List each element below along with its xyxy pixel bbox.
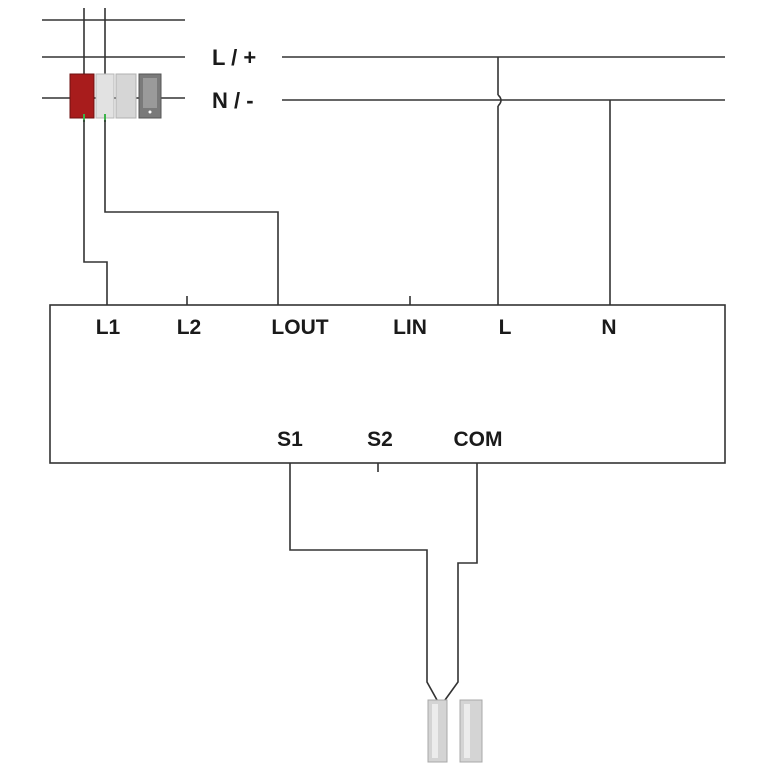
wire-breaker-to-lout [104,120,279,305]
breaker-pole-light-1 [95,73,115,119]
terminal-s2: S2 [367,428,393,451]
reed-sensor [427,699,483,763]
top-terminal-labels: L1 L2 LOUT LIN L N [96,316,617,339]
reed-sensor-right-highlight [464,704,470,758]
sensor-wires [289,463,478,701]
breaker-pole-red [69,73,95,119]
terminal-l2: L2 [177,316,202,339]
terminal-s1: S1 [277,428,303,451]
terminal-n: N [601,316,616,339]
terminal-lin: LIN [393,316,427,339]
breaker-to-module-wires [83,120,279,305]
reed-sensor-left-highlight [432,704,438,758]
terminal-com: COM [454,428,503,451]
circuit-breaker [69,73,162,122]
breaker-dark-highlight [143,78,157,108]
wire-com-to-sensor [444,463,478,701]
top-terminal-ticks [186,296,411,305]
wire-s1-to-sensor [289,463,438,701]
wire-crossover-hop [497,94,502,107]
bus-label-neutral: N / - [212,88,254,113]
bottom-terminal-labels: S1 S2 COM [277,428,502,451]
breaker-indicator [148,110,152,114]
breaker-pole-light-2 [115,73,137,119]
bus-label-line: L / + [212,45,256,70]
power-bus: L / + N / - [42,19,725,113]
breaker-feeds [83,8,106,74]
terminal-lout: LOUT [271,316,328,339]
relay-module [49,304,726,464]
wire-breaker-to-l1 [83,120,108,305]
terminal-l1: L1 [96,316,121,339]
reed-sensor-right [459,699,483,763]
terminal-l: L [499,316,512,339]
bus-to-module-wires [497,57,611,305]
